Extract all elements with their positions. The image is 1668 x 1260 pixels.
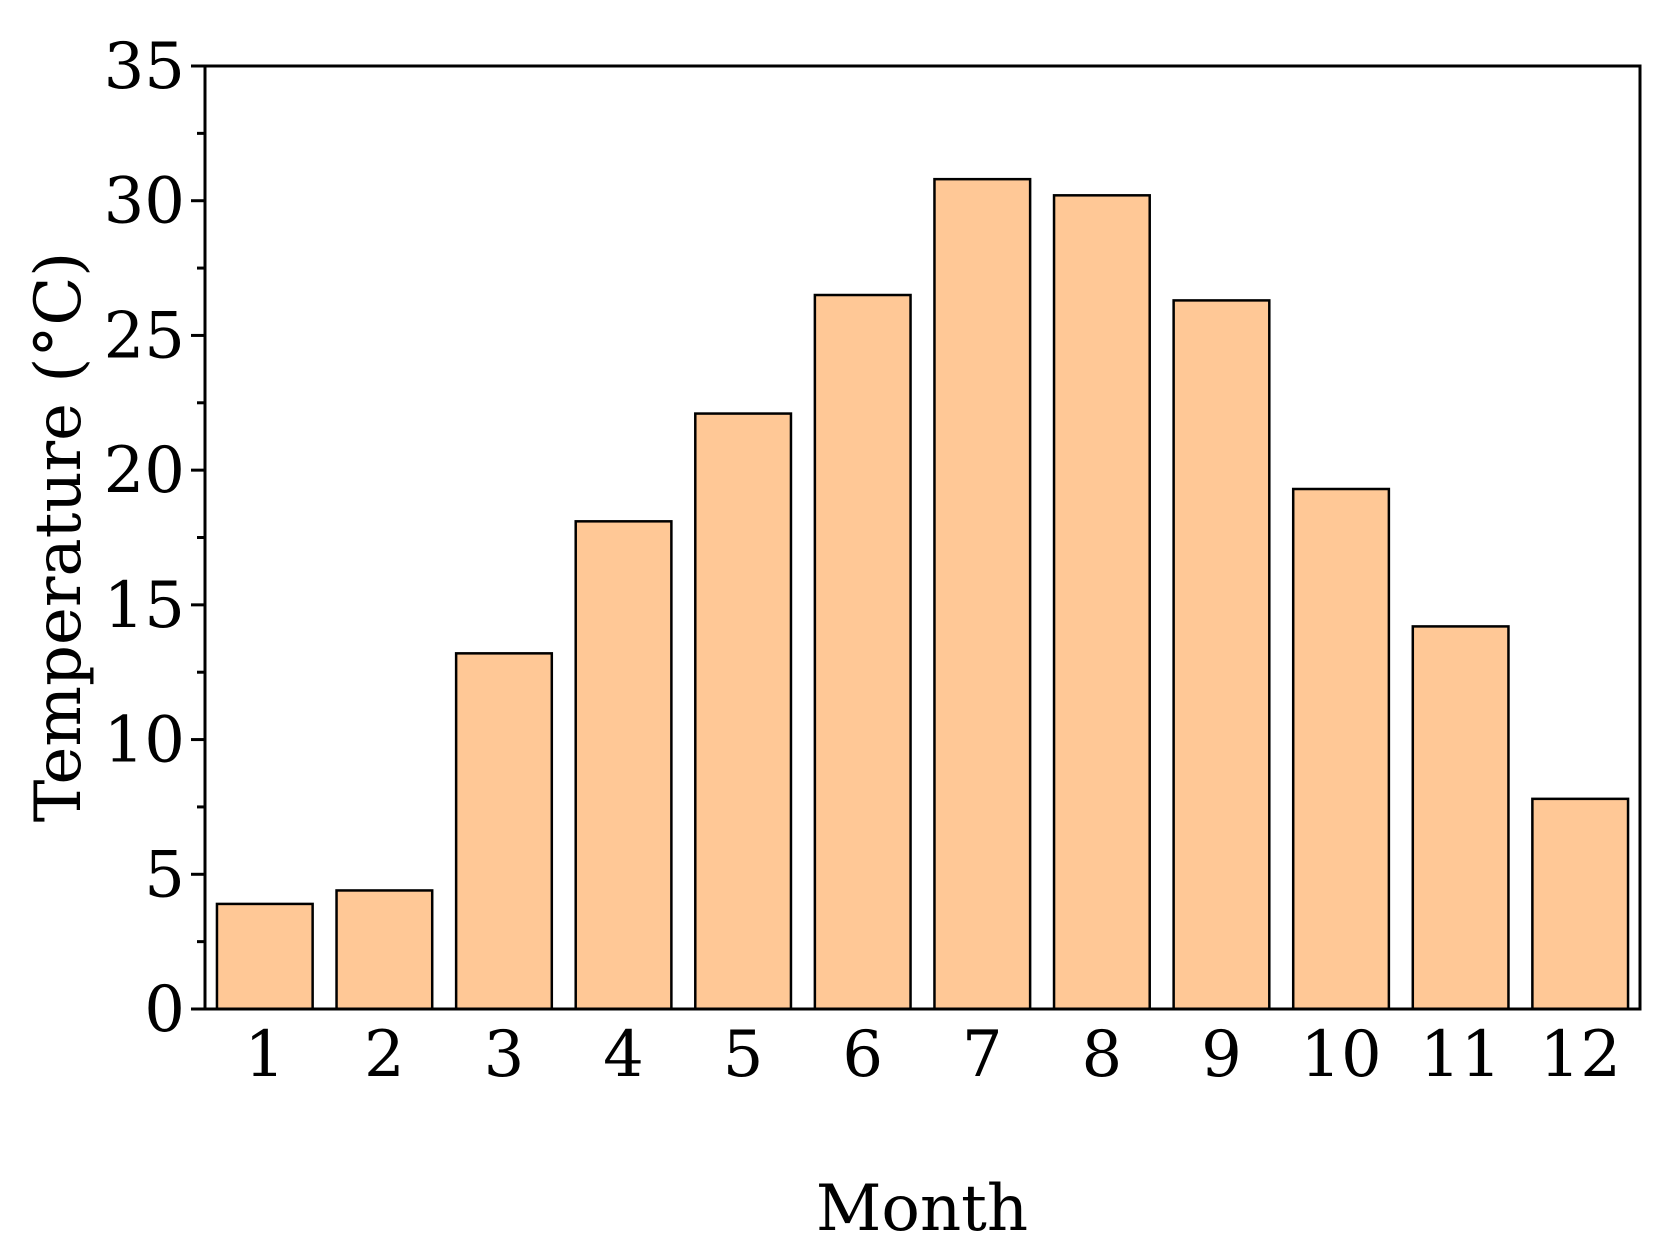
bar-month-1 (215, 902, 314, 1011)
bar-month-3 (454, 652, 554, 1011)
x-tick-label-2: 2 (364, 1018, 405, 1092)
y-axis-title: Temperature (°C) (22, 252, 96, 823)
bar-month-6 (813, 293, 912, 1011)
bar-month-12 (1531, 797, 1630, 1011)
bar-month-2 (335, 889, 434, 1011)
x-tick-label-6: 6 (842, 1018, 883, 1092)
y-tick-label: 10 (104, 704, 185, 778)
bar-month-4 (574, 520, 673, 1011)
x-tick-label-10: 10 (1300, 1018, 1381, 1092)
x-tick-label-9: 9 (1201, 1018, 1242, 1092)
y-tick-label: 0 (144, 973, 185, 1047)
x-tick-label-12: 12 (1539, 1018, 1620, 1092)
x-axis-title: Month (816, 1172, 1028, 1246)
x-tick-label-5: 5 (723, 1018, 764, 1092)
y-tick-label: 20 (104, 434, 185, 508)
ticks-layer (191, 64, 205, 1011)
bar-month-7 (933, 177, 1032, 1011)
bar-month-8 (1052, 194, 1151, 1011)
y-tick-label: 25 (104, 299, 185, 373)
y-tick-label: 35 (104, 30, 185, 104)
y-tick-label: 15 (104, 569, 185, 643)
x-tick-label-11: 11 (1420, 1018, 1501, 1092)
bars-layer (215, 177, 1630, 1011)
bar-month-11 (1411, 625, 1510, 1011)
y-tick-label: 5 (144, 838, 185, 912)
plot-frame (203, 64, 1642, 1011)
bar-month-10 (1291, 487, 1391, 1011)
bar-month-5 (694, 412, 793, 1011)
y-tick-label: 30 (104, 165, 185, 239)
x-tick-label-7: 7 (962, 1018, 1003, 1092)
bar-month-9 (1172, 299, 1271, 1011)
x-tick-label-3: 3 (484, 1018, 525, 1092)
x-tick-label-8: 8 (1082, 1018, 1123, 1092)
x-tick-label-4: 4 (603, 1018, 644, 1092)
x-tick-label-1: 1 (244, 1018, 285, 1092)
